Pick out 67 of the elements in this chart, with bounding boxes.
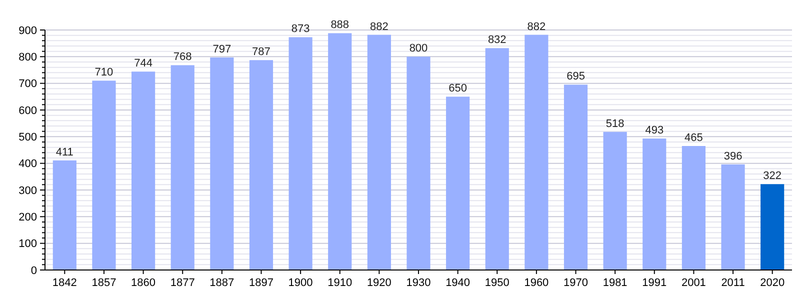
bar [406, 56, 430, 270]
bar [485, 48, 509, 270]
bar [603, 132, 627, 270]
bar [446, 96, 470, 270]
y-tick-label: 200 [18, 212, 37, 224]
data-label: 518 [606, 118, 624, 130]
bar [682, 146, 706, 270]
data-label: 888 [330, 19, 350, 32]
bar [642, 138, 666, 270]
bar [131, 72, 156, 270]
bar [170, 65, 194, 270]
bar [564, 84, 588, 270]
x-tick-label: 1991 [642, 277, 667, 289]
x-tick-label: 2011 [721, 277, 745, 289]
x-tick-label: 1860 [131, 277, 156, 289]
bar [92, 80, 116, 270]
data-label: 744 [134, 58, 152, 70]
data-label: 768 [173, 51, 192, 64]
y-tick-label: 0 [30, 264, 37, 277]
y-tick-label: 300 [18, 184, 37, 197]
bar [288, 37, 312, 270]
bar [328, 33, 352, 270]
data-label: 396 [724, 150, 742, 162]
bar [721, 164, 745, 270]
x-tick-label: 2020 [760, 277, 785, 289]
data-label: 797 [212, 43, 232, 56]
x-tick-label: 1887 [210, 277, 234, 289]
x-tick-label: 1900 [288, 277, 313, 289]
data-label: 873 [291, 23, 310, 36]
data-label: 882 [370, 20, 388, 33]
x-tick-label: 1981 [602, 277, 628, 289]
x-tick-label: 2001 [681, 277, 706, 289]
x-tick-label: 1897 [248, 277, 274, 289]
x-tick-label: 1960 [524, 277, 549, 289]
data-label: 832 [488, 34, 506, 46]
data-label: 411 [56, 146, 74, 158]
y-tick-label: 900 [18, 24, 37, 37]
y-tick-label: 400 [18, 158, 37, 170]
bar [52, 160, 76, 270]
data-label: 322 [763, 170, 782, 182]
x-tick-label: 1940 [446, 277, 470, 289]
x-tick-label: 1920 [366, 277, 392, 289]
x-tick-label: 1842 [52, 277, 77, 289]
bar [524, 34, 548, 270]
x-tick-label: 1950 [484, 277, 510, 289]
bar [210, 57, 234, 270]
y-tick-label: 500 [18, 132, 37, 144]
y-tick-label: 700 [18, 78, 37, 90]
bar [249, 60, 274, 270]
data-label: 800 [409, 42, 428, 55]
y-tick-label: 600 [18, 104, 37, 117]
x-tick-label: 1910 [328, 277, 352, 289]
data-label: 787 [252, 46, 270, 58]
data-label: 882 [527, 20, 546, 33]
bar [760, 184, 784, 270]
data-label: 493 [645, 124, 664, 137]
x-tick-label: 1930 [406, 277, 431, 289]
data-label: 710 [94, 66, 114, 79]
data-label: 465 [684, 132, 703, 144]
x-tick-label: 1857 [92, 277, 116, 289]
data-label: 650 [448, 82, 467, 95]
y-tick-label: 100 [18, 238, 37, 250]
x-tick-label: 1970 [564, 277, 588, 289]
data-label: 695 [566, 70, 585, 83]
bar [367, 34, 391, 270]
x-tick-label: 1877 [170, 277, 195, 289]
y-tick-label: 800 [18, 52, 37, 64]
